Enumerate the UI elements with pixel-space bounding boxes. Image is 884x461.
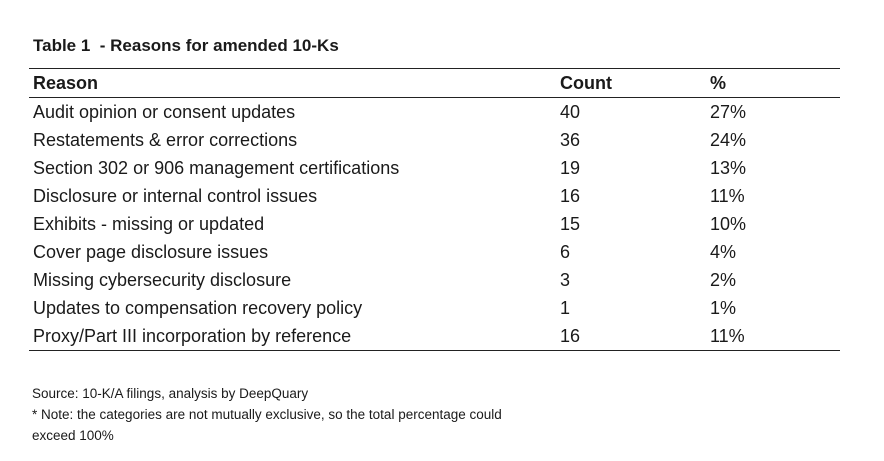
reasons-table: Reason Count % Audit opinion or consent … [29,68,840,351]
table-notes: Source: 10-K/A filings, analysis by Deep… [32,383,572,446]
reason-cell: Cover page disclosure issues [33,242,269,262]
percent-cell: 24% [710,130,747,150]
header-count: Count [560,73,612,93]
bottom-rule [29,350,840,351]
count-cell: 6 [560,242,571,262]
source-note: Source: 10-K/A filings, analysis by Deep… [32,386,309,401]
percent-cell: 13% [710,158,747,178]
reason-cell: Disclosure or internal control issues [33,186,318,206]
header-percent: % [710,73,727,93]
count-cell: 15 [560,214,581,234]
table-row: Audit opinion or consent updates 40 27% [29,98,840,126]
header-reason: Reason [33,73,99,93]
table-row: Disclosure or internal control issues 16… [29,182,840,210]
count-cell: 1 [560,298,571,318]
reason-cell: Section 302 or 906 management certificat… [33,158,400,178]
reason-cell: Exhibits - missing or updated [33,214,265,234]
table-row: Updates to compensation recovery policy … [29,294,840,322]
percent-cell: 1% [710,298,737,318]
table-row: Exhibits - missing or updated 15 10% [29,210,840,238]
percent-cell: 10% [710,214,747,234]
count-cell: 40 [560,102,581,122]
count-cell: 19 [560,158,581,178]
top-rule [29,68,840,69]
percent-cell: 4% [710,242,737,262]
percent-cell: 11% [710,326,745,346]
percent-cell: 27% [710,102,747,122]
count-cell: 3 [560,270,571,290]
count-cell: 16 [560,186,581,206]
reason-cell: Proxy/Part III incorporation by referenc… [33,326,352,346]
reason-cell: Audit opinion or consent updates [33,102,296,122]
count-cell: 36 [560,130,581,150]
table-header-row: Reason Count % [29,69,840,97]
table-row: Cover page disclosure issues 6 4% [29,238,840,266]
header-rule [29,97,840,98]
percent-cell: 11% [710,186,745,206]
count-cell: 16 [560,326,581,346]
reason-cell: Updates to compensation recovery policy [33,298,363,318]
table-row: Restatements & error corrections 36 24% [29,126,840,154]
percent-cell: 2% [710,270,737,290]
table-title: Table 1 - Reasons for amended 10-Ks [33,36,339,55]
table-row: Proxy/Part III incorporation by referenc… [29,322,840,350]
footnote: * Note: the categories are not mutually … [32,407,502,443]
table-row: Section 302 or 906 management certificat… [29,154,840,182]
reason-cell: Missing cybersecurity disclosure [33,270,292,290]
reason-cell: Restatements & error corrections [33,130,298,150]
table-row: Missing cybersecurity disclosure 3 2% [29,266,840,294]
